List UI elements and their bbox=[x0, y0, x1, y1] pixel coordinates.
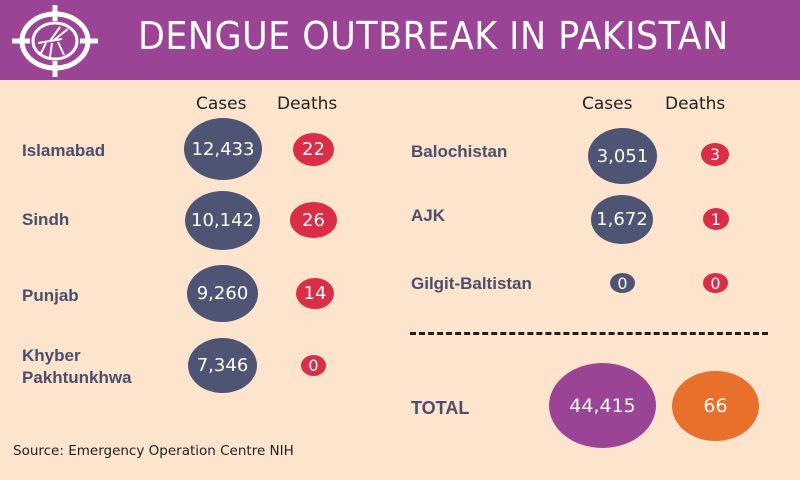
deaths-bubble: 0 bbox=[301, 355, 326, 376]
cases-bubble: 0 bbox=[610, 273, 635, 293]
cases-column-header: Cases bbox=[196, 94, 247, 114]
deaths-column-header: Deaths bbox=[277, 94, 338, 114]
total-label: TOTAL bbox=[411, 398, 470, 418]
page-title: DENGUE OUTBREAK IN PAKISTAN bbox=[138, 14, 729, 58]
cases-bubble: 12,433 bbox=[184, 118, 262, 180]
total-cases-bubble: 44,415 bbox=[549, 363, 656, 448]
region-label: Balochistan bbox=[411, 142, 508, 161]
deaths-bubble: 1 bbox=[703, 208, 729, 230]
deaths-bubble: 22 bbox=[293, 133, 334, 166]
cases-bubble: 9,260 bbox=[187, 265, 258, 322]
region-label: AJK bbox=[411, 206, 446, 225]
deaths-bubble: 3 bbox=[701, 143, 729, 166]
region-label: Gilgit-Baltistan bbox=[411, 274, 532, 293]
region-label: Punjab bbox=[22, 286, 79, 305]
region-label: Islamabad bbox=[22, 141, 106, 160]
mosquito-target-icon bbox=[12, 5, 98, 77]
cases-bubble: 10,142 bbox=[185, 191, 260, 250]
deaths-bubble: 0 bbox=[703, 273, 728, 293]
region-label: Sindh bbox=[22, 210, 70, 229]
deaths-column-header: Deaths bbox=[665, 94, 726, 114]
header-banner: DENGUE OUTBREAK IN PAKISTAN bbox=[0, 0, 800, 80]
deaths-bubble: 14 bbox=[296, 278, 334, 309]
cases-column-header: Cases bbox=[582, 94, 633, 114]
source-note: Source: Emergency Operation Centre NIH bbox=[13, 443, 294, 459]
region-label: Khyber Pakhtunkhwa bbox=[22, 346, 132, 387]
dashed-divider bbox=[410, 332, 768, 335]
deaths-bubble: 26 bbox=[290, 202, 337, 238]
total-deaths-bubble: 66 bbox=[672, 371, 759, 441]
cases-bubble: 1,672 bbox=[591, 195, 653, 244]
cases-bubble: 3,051 bbox=[588, 128, 657, 184]
cases-bubble: 7,346 bbox=[188, 338, 257, 393]
